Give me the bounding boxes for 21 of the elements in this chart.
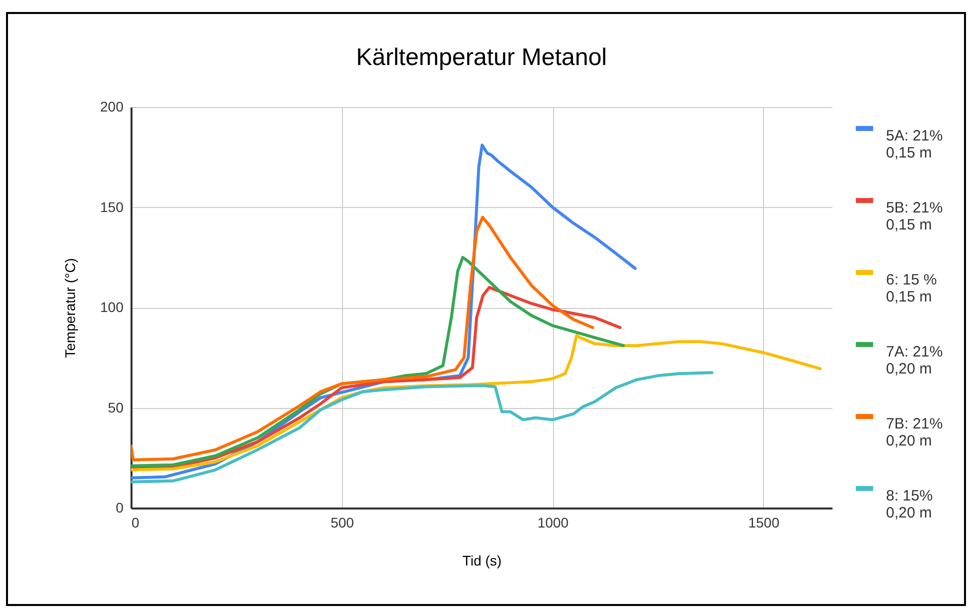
x-tick-label: 0 (132, 514, 140, 530)
x-axis-title: Tid (s) (462, 552, 502, 568)
y-tick-label: 200 (100, 98, 124, 114)
chart-title: Kärltemperatur Metanol (356, 44, 607, 71)
x-tick-label: 500 (330, 514, 354, 530)
legend-label: 5B: 21% 0,15 m (886, 200, 943, 234)
x-tick-label: 1000 (537, 514, 569, 530)
legend-label: 7B: 21% 0,20 m (886, 416, 943, 450)
line-series (131, 216, 594, 462)
y-tick-label: 150 (100, 198, 124, 215)
y-tick-label: 100 (100, 299, 124, 315)
legend-label: 6: 15 % 0,15 m (886, 272, 937, 306)
y-tick-label: 50 (108, 399, 124, 416)
legend-label: 8: 15% 0,20 m (886, 488, 933, 522)
y-axis-title: Temperatur (°C) (62, 258, 78, 358)
legend-label: 5A: 21% 0,15 m (886, 128, 943, 162)
x-tick-label: 1500 (748, 514, 780, 530)
legend-label: 7A: 21% 0,20 m (886, 344, 943, 378)
line-series (131, 371, 714, 484)
line-series (131, 286, 622, 470)
y-tick-label: 0 (116, 500, 124, 516)
